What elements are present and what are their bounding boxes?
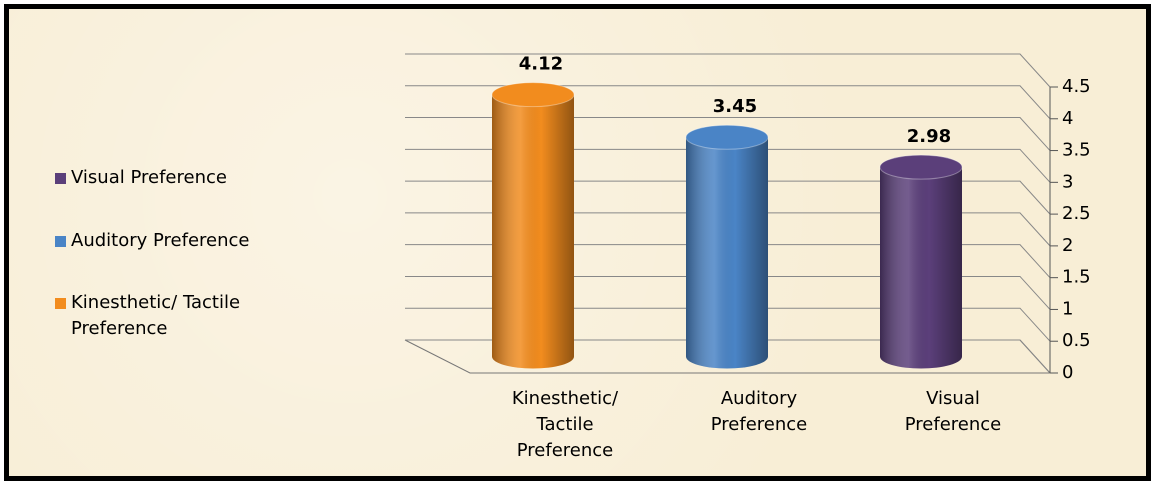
x-tick-label: Visual Preference bbox=[904, 388, 1002, 435]
y-tick-label: 2.5 bbox=[1062, 203, 1091, 224]
grid-line bbox=[405, 244, 1051, 279]
bar bbox=[685, 124, 769, 369]
value-label: 2.98 bbox=[907, 126, 951, 147]
y-tick-label: 0 bbox=[1062, 362, 1073, 383]
grid-line bbox=[405, 148, 1051, 183]
bar bbox=[879, 154, 963, 369]
bar-shade bbox=[492, 94, 574, 369]
value-label: 3.45 bbox=[713, 96, 757, 117]
x-tick-label: Kinesthetic/ Tactile Preference bbox=[511, 388, 619, 461]
grid-line bbox=[405, 339, 1051, 374]
legend-label: Auditory Preference bbox=[71, 230, 250, 251]
legend-swatch bbox=[55, 298, 66, 309]
legend-label: Kinesthetic/ Tactile Preference bbox=[71, 292, 241, 339]
y-tick-label: 3 bbox=[1062, 171, 1073, 192]
grid-line bbox=[405, 180, 1051, 215]
bar-shade bbox=[880, 167, 962, 369]
grid-line bbox=[405, 85, 1051, 120]
legend-label: Visual Preference bbox=[71, 167, 227, 188]
value-label: 4.12 bbox=[519, 54, 563, 75]
grid-line bbox=[405, 212, 1051, 247]
y-tick-label: 0.5 bbox=[1062, 330, 1091, 351]
grid-line bbox=[405, 275, 1051, 310]
bar-top bbox=[685, 124, 769, 150]
y-tick-label: 4 bbox=[1062, 108, 1073, 129]
grid-line bbox=[405, 117, 1051, 151]
x-tick-label: Auditory Preference bbox=[710, 388, 808, 435]
y-tick-label: 1 bbox=[1062, 298, 1073, 319]
bar bbox=[491, 82, 575, 369]
legend-swatch bbox=[55, 236, 66, 247]
bar-shade bbox=[686, 137, 768, 369]
y-tick-label: 2 bbox=[1062, 235, 1073, 256]
grid-line bbox=[405, 53, 1051, 88]
bar-top bbox=[491, 82, 575, 108]
y-tick-label: 1.5 bbox=[1062, 267, 1091, 288]
y-tick-label: 4.5 bbox=[1062, 76, 1091, 97]
grid-line bbox=[405, 307, 1051, 342]
y-tick-label: 3.5 bbox=[1062, 140, 1091, 161]
legend-swatch bbox=[55, 173, 66, 184]
bar-top bbox=[879, 154, 963, 180]
